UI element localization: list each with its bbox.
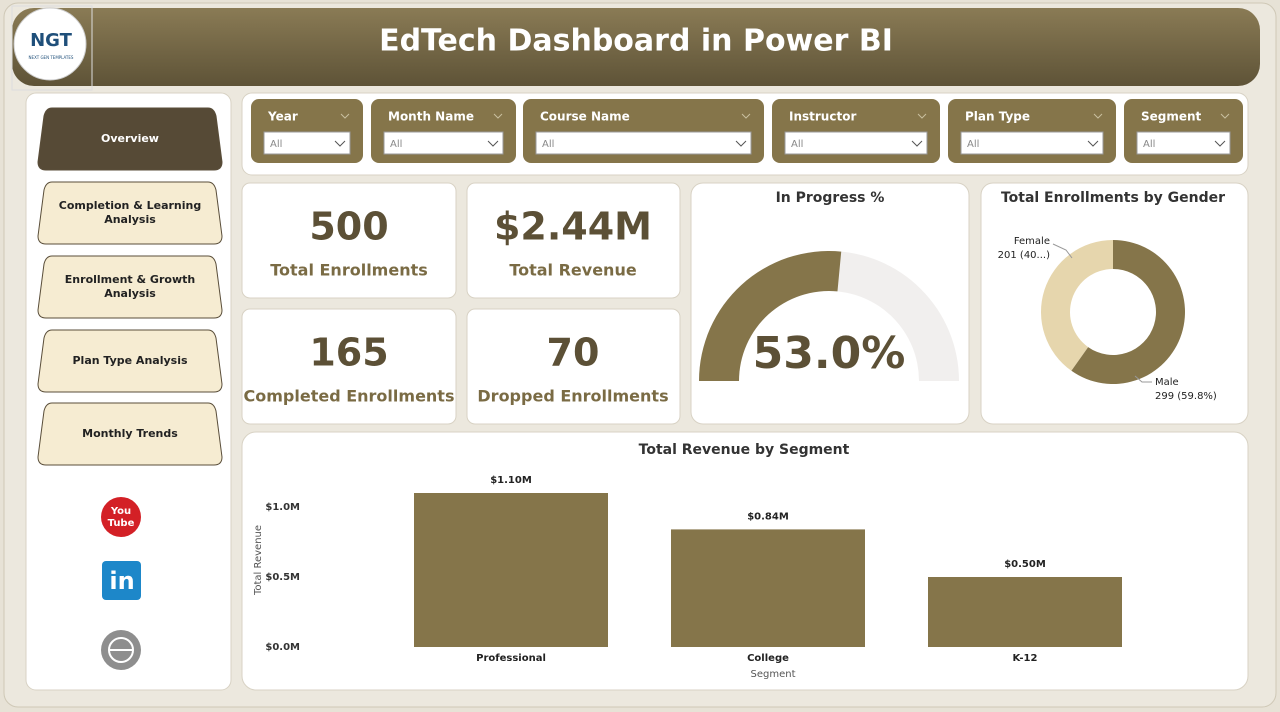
nav-button[interactable]	[37, 107, 223, 171]
dropdown-value: All	[791, 139, 803, 150]
nav-button[interactable]	[37, 181, 223, 245]
dropdown[interactable]	[263, 131, 351, 155]
chevron	[917, 113, 927, 119]
linkedin-icon[interactable]	[102, 561, 141, 600]
y-tick-label: $0.5M	[265, 572, 300, 583]
chevron	[340, 113, 350, 119]
filter-label: Instructor	[789, 110, 856, 124]
chevron	[741, 113, 751, 119]
slice-label: 201 (40...)	[998, 250, 1050, 261]
y-tick-label: $1.0M	[265, 502, 300, 513]
donut-card	[980, 182, 1249, 425]
nav-label: Overview	[101, 132, 159, 145]
dropdown[interactable]	[1136, 131, 1231, 155]
y-axis-label: Total Revenue	[253, 525, 264, 596]
kpi-value: 500	[309, 205, 388, 249]
donut-slice	[1041, 240, 1113, 371]
chevron	[1087, 140, 1099, 147]
x-tick-label: Professional	[476, 653, 546, 664]
logo-frame	[11, 5, 93, 91]
value-label: $1.10M	[490, 475, 532, 486]
nav-label: Completion & Learning Analysis	[58, 199, 202, 226]
kpi-value: 165	[309, 331, 388, 375]
gauge-card	[690, 182, 970, 425]
dropdown[interactable]	[383, 131, 504, 155]
chevron	[735, 140, 747, 147]
filter-label: Course Name	[540, 110, 630, 124]
youtube-text: Tube	[108, 518, 135, 529]
bar	[671, 529, 865, 647]
chevron	[493, 113, 503, 119]
dropdown[interactable]	[535, 131, 752, 155]
gauge-fill	[699, 251, 842, 381]
slice-name: Male	[1155, 377, 1179, 388]
filter-label: Segment	[1141, 110, 1202, 124]
x-tick-label: College	[747, 653, 789, 664]
header	[12, 8, 1260, 86]
dropdown-value: All	[967, 139, 979, 150]
chevron	[1214, 140, 1226, 147]
logo-text: NGT	[30, 30, 73, 51]
dropdown-value: All	[390, 139, 402, 150]
kpi-card	[241, 182, 457, 299]
nav-label: Monthly Trends	[82, 427, 178, 440]
value-label: $0.50M	[1004, 559, 1046, 570]
bar	[928, 577, 1122, 647]
youtube-text: You	[110, 506, 131, 517]
value-label: $0.84M	[747, 511, 789, 522]
nav-label: Enrollment & Growth Analysis	[64, 273, 196, 300]
kpi-label: Completed Enrollments	[244, 387, 455, 406]
filter-label: Month Name	[388, 110, 474, 124]
chevron	[334, 140, 346, 147]
slice-label: 299 (59.8%)	[1155, 391, 1217, 402]
linkedin-text: in	[109, 567, 134, 595]
logo-tagline: NEXT GEN TEMPLATES	[29, 55, 74, 60]
filter-label: Year	[267, 110, 298, 124]
leader-line	[1134, 375, 1152, 383]
kpi-label: Dropped Enrollments	[477, 387, 668, 406]
nav-label: Plan Type Analysis	[72, 354, 188, 367]
dropdown[interactable]	[960, 131, 1104, 155]
bar	[414, 493, 608, 647]
kpi-label: Total Revenue	[509, 261, 637, 280]
logo	[13, 7, 87, 81]
x-tick-label: K-12	[1013, 653, 1038, 664]
nav-button[interactable]	[37, 255, 223, 319]
donut-slice	[1071, 240, 1186, 385]
gauge-value: 53.0%	[753, 328, 906, 379]
chart-title: In Progress %	[776, 190, 885, 206]
chevron	[1220, 113, 1230, 119]
x-axis-label: Segment	[751, 669, 796, 680]
chart-title: Total Revenue by Segment	[639, 442, 850, 458]
kpi-value: 70	[547, 331, 600, 375]
slice-name: Female	[1014, 236, 1050, 247]
chevron	[1093, 113, 1103, 119]
leader-line	[1052, 243, 1073, 259]
chevron	[911, 140, 923, 147]
kpi-card	[241, 308, 457, 425]
dropdown-value: All	[270, 139, 282, 150]
dropdown[interactable]	[784, 131, 928, 155]
kpi-card	[466, 182, 681, 299]
nav-button[interactable]	[37, 402, 223, 466]
y-tick-label: $0.0M	[265, 642, 300, 653]
dropdown-value: All	[1143, 139, 1155, 150]
kpi-card	[466, 308, 681, 425]
chart-title: Total Enrollments by Gender	[1001, 190, 1225, 206]
header-title: EdTech Dashboard in Power BI	[379, 24, 893, 59]
kpi-value: $2.44M	[494, 205, 652, 249]
kpi-label: Total Enrollments	[270, 261, 428, 280]
dropdown-value: All	[542, 139, 554, 150]
youtube-icon[interactable]	[101, 497, 141, 537]
filter-label: Plan Type	[965, 110, 1030, 124]
nav-button[interactable]	[37, 329, 223, 393]
chevron	[487, 140, 499, 147]
